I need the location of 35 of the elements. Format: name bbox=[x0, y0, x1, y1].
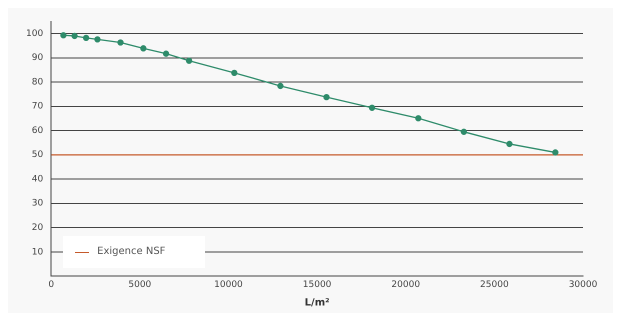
point bbox=[368, 104, 376, 111]
y-tick-label: 40 bbox=[32, 174, 44, 184]
point bbox=[186, 58, 192, 64]
point bbox=[460, 128, 468, 135]
point bbox=[506, 140, 513, 148]
x-axis-title: L/m² bbox=[304, 298, 330, 309]
y-tick-label: 70 bbox=[32, 102, 44, 112]
legend-label: Exigence NSF bbox=[97, 245, 166, 260]
point bbox=[323, 94, 330, 100]
point bbox=[277, 82, 284, 90]
x-tick-label: 20000 bbox=[391, 280, 420, 290]
y-tick-label: 50 bbox=[32, 150, 44, 160]
x-tick-label: 15000 bbox=[302, 280, 332, 290]
y-tick-label: 90 bbox=[32, 53, 44, 64]
x-tick-label: 0 bbox=[48, 280, 54, 290]
point bbox=[117, 39, 124, 46]
point bbox=[71, 32, 78, 40]
y-tick-label: 10 bbox=[32, 247, 44, 258]
x-tick-label: 30000 bbox=[568, 280, 598, 290]
y-tick-label: 80 bbox=[32, 77, 44, 88]
y-tick-label: 20 bbox=[32, 223, 44, 234]
point bbox=[415, 115, 422, 122]
x-tick-label: 25000 bbox=[480, 280, 509, 290]
x-tick-label: 5000 bbox=[128, 280, 152, 290]
x-tick-label: 10000 bbox=[214, 280, 244, 290]
point bbox=[60, 32, 67, 38]
point bbox=[231, 70, 238, 76]
point bbox=[82, 34, 90, 42]
point bbox=[162, 50, 170, 57]
point bbox=[552, 149, 558, 156]
point bbox=[94, 36, 101, 43]
y-tick-label: 100 bbox=[26, 28, 44, 39]
y-tick-label: 60 bbox=[32, 126, 44, 136]
point bbox=[140, 45, 147, 52]
y-tick-label: 30 bbox=[32, 198, 44, 209]
